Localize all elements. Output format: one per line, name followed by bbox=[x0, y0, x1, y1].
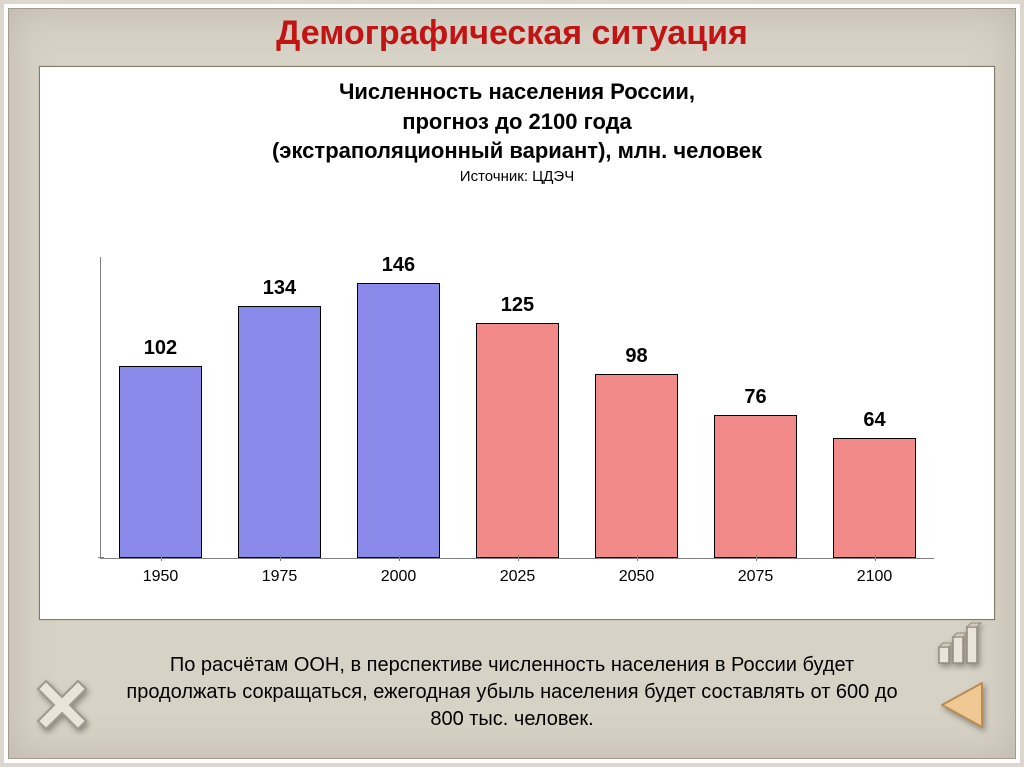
back-icon[interactable] bbox=[934, 677, 990, 733]
x-axis-label: 2075 bbox=[696, 568, 815, 586]
x-axis-label: 1975 bbox=[220, 568, 339, 586]
bar: 146 bbox=[357, 283, 440, 558]
caption-text: По расчётам ООН, в перспективе численнос… bbox=[124, 652, 900, 733]
x-axis-label: 2050 bbox=[577, 568, 696, 586]
chart-source: Источник: ЦДЭЧ bbox=[40, 166, 994, 185]
x-axis-label: 2000 bbox=[339, 568, 458, 586]
bar: 98 bbox=[595, 374, 678, 558]
chart-title: Численность населения России, прогноз до… bbox=[40, 67, 994, 166]
chart-title-line1: Численность населения России, bbox=[40, 77, 994, 107]
bar-value-label: 125 bbox=[477, 294, 558, 317]
page-title: Демографическая ситуация bbox=[4, 14, 1020, 53]
x-axis-label: 2025 bbox=[458, 568, 577, 586]
x-axis-label: 2100 bbox=[815, 568, 934, 586]
bar: 125 bbox=[476, 323, 559, 558]
bar: 76 bbox=[714, 415, 797, 558]
bar-value-label: 134 bbox=[239, 277, 320, 300]
chart-panel: Численность населения России, прогноз до… bbox=[39, 66, 995, 620]
chart-title-line3: (экстраполяционный вариант), млн. челове… bbox=[40, 136, 994, 166]
bar-value-label: 98 bbox=[596, 345, 677, 368]
bar: 64 bbox=[833, 438, 916, 558]
bar: 102 bbox=[119, 366, 202, 558]
bar-value-label: 146 bbox=[358, 254, 439, 277]
close-icon[interactable] bbox=[34, 677, 90, 733]
x-axis-label: 1950 bbox=[101, 568, 220, 586]
plot-area: 1021950134197514620001252025982050762075… bbox=[100, 257, 934, 559]
slide: Демографическая ситуация Численность нас… bbox=[0, 0, 1024, 767]
bar-value-label: 102 bbox=[120, 337, 201, 360]
bar-value-label: 76 bbox=[715, 386, 796, 409]
bar-value-label: 64 bbox=[834, 409, 915, 432]
bar-chart-icon[interactable] bbox=[936, 619, 984, 667]
chart-title-line2: прогноз до 2100 года bbox=[40, 107, 994, 137]
bar: 134 bbox=[238, 306, 321, 558]
